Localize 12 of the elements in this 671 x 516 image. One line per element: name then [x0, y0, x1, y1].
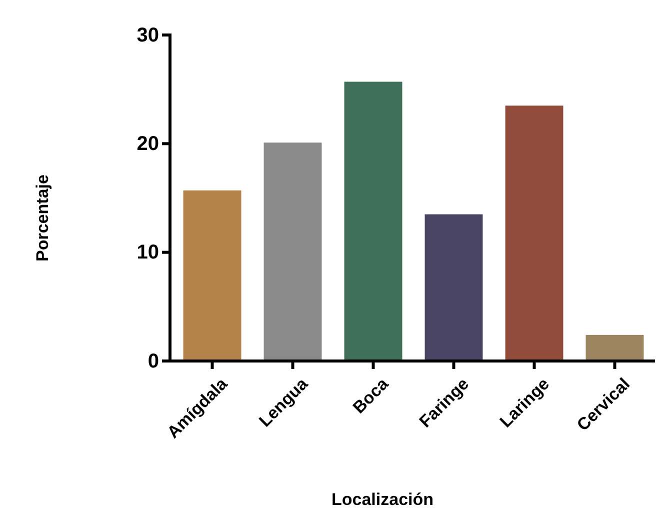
y-tick-label: 20 [136, 133, 159, 156]
bar [505, 106, 564, 361]
bar [264, 142, 322, 361]
y-tick-label: 10 [136, 242, 159, 264]
y-tick-label: 0 [148, 350, 159, 372]
x-axis-title: Localización [331, 490, 434, 509]
bar [586, 334, 644, 361]
bar [344, 82, 402, 361]
bar [183, 190, 242, 361]
bar [424, 214, 483, 361]
y-tick-label: 30 [136, 24, 159, 46]
y-axis-title: Porcentaje [33, 174, 52, 262]
